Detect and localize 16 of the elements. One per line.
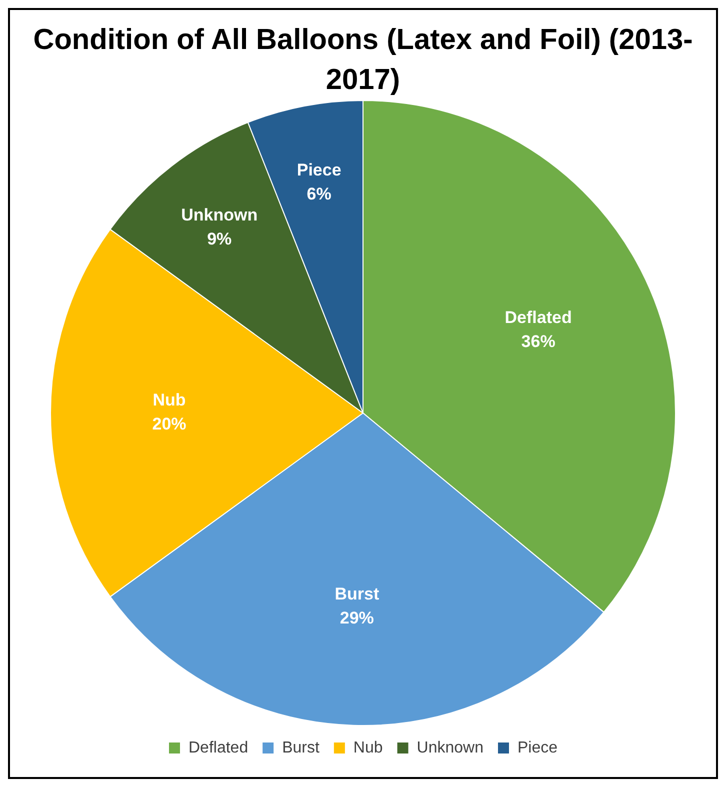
data-label: 20%: [152, 414, 186, 434]
legend-label: Piece: [517, 739, 558, 756]
legend-label: Nub: [353, 739, 383, 756]
slice-label: Burst: [334, 584, 380, 604]
slice-label: Unknown: [181, 205, 258, 224]
slice-label: Deflated: [504, 308, 572, 328]
slice-label: Piece: [296, 160, 342, 180]
chart-title: Condition of All Balloons (Latex and Foil) (2013-2017): [32, 23, 694, 98]
legend-label: Deflated: [188, 739, 248, 756]
slice-label: Nub: [152, 390, 186, 410]
data-label: 9%: [207, 229, 232, 248]
data-label: 29%: [340, 608, 374, 628]
data-label: 6%: [306, 184, 332, 204]
legend-label: Unknown: [416, 739, 484, 756]
data-label: 36%: [521, 332, 556, 352]
legend-label: Burst: [282, 739, 320, 756]
